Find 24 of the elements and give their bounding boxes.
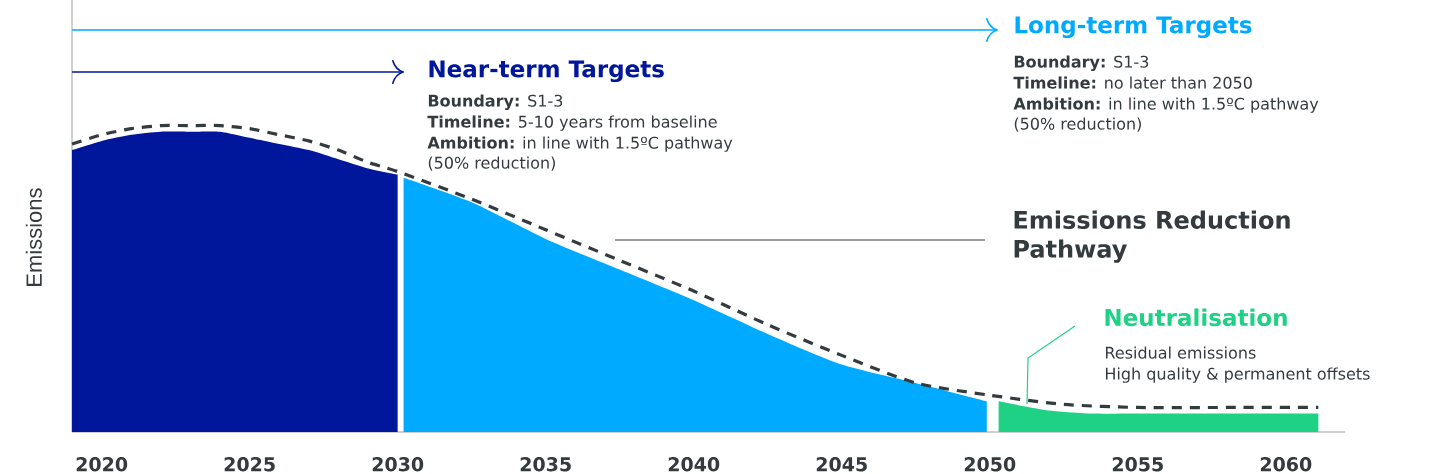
annotation: Ambition: in line with 1.5ºC pathway (427, 136, 733, 152)
x-tick-label: 2060 (1260, 457, 1312, 472)
annotation: (50% reduction) (1014, 117, 1141, 132)
text: Near-term Targets (429, 60, 664, 83)
text: Boundary: S1-3 (1014, 55, 1149, 71)
annotation: Emissions Reduction Pathway (1014, 210, 1290, 263)
annotation: Neutralisation (1105, 308, 1287, 327)
annotation: (50% reduction) (428, 156, 555, 171)
x-tick-label: 2040 (668, 457, 720, 472)
x-tick-label: 2045 (816, 457, 867, 472)
text: Ambition: in line with 1.5ºC pathway (1013, 97, 1319, 113)
x-tick-label: 2020 (76, 457, 128, 472)
text: Timeline: no later than 2050 (1013, 76, 1252, 89)
text: Boundary: S1-3 (428, 94, 563, 110)
y-axis-title: Emissions (25, 188, 42, 286)
x-tick-label: 2035 (520, 457, 571, 472)
text: Long-term Targets (1015, 16, 1252, 39)
x-tick-label: 2025 (224, 457, 275, 472)
annotation: Timeline: 5-10 years from baseline (427, 115, 717, 131)
x-tick-label: 2030 (372, 457, 424, 472)
x-tick-label: 2050 (964, 457, 1016, 472)
annotation: Residual emissions (1105, 346, 1256, 359)
x-tick-label: 2055 (1112, 457, 1163, 472)
annotation: High quality & permanent offsets (1105, 367, 1370, 383)
